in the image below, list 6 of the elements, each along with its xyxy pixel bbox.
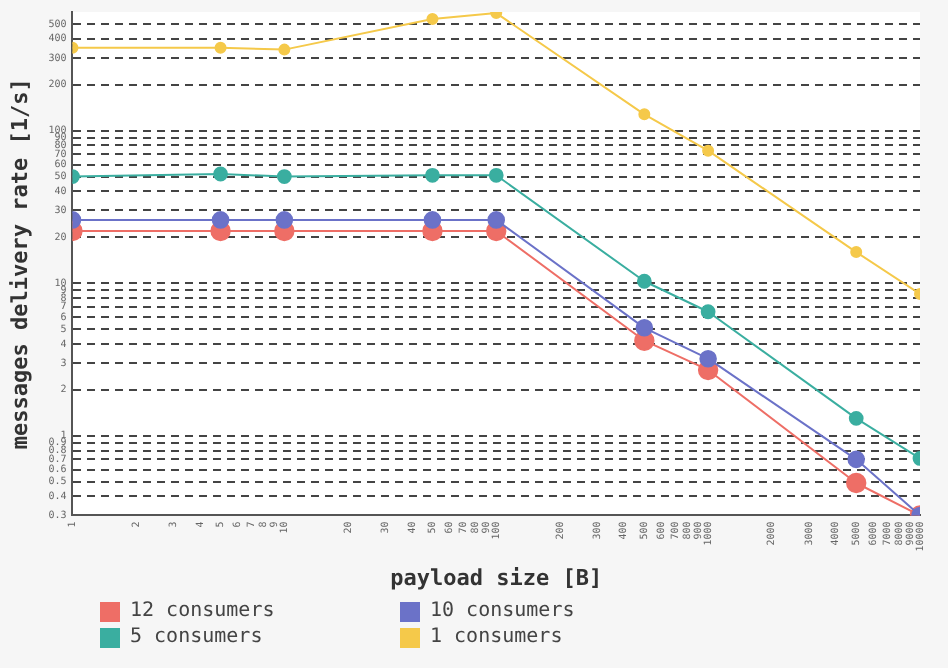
- legend-label: 12 consumers: [130, 600, 275, 622]
- legend-label: 5 consumers: [130, 626, 263, 648]
- legend-label: 10 consumers: [430, 600, 575, 622]
- x-axis-title: payload size [B]: [390, 564, 603, 591]
- y-axis-title: messages delivery rate [1/s]: [6, 78, 33, 450]
- legend-label: 1 consumers: [430, 626, 563, 648]
